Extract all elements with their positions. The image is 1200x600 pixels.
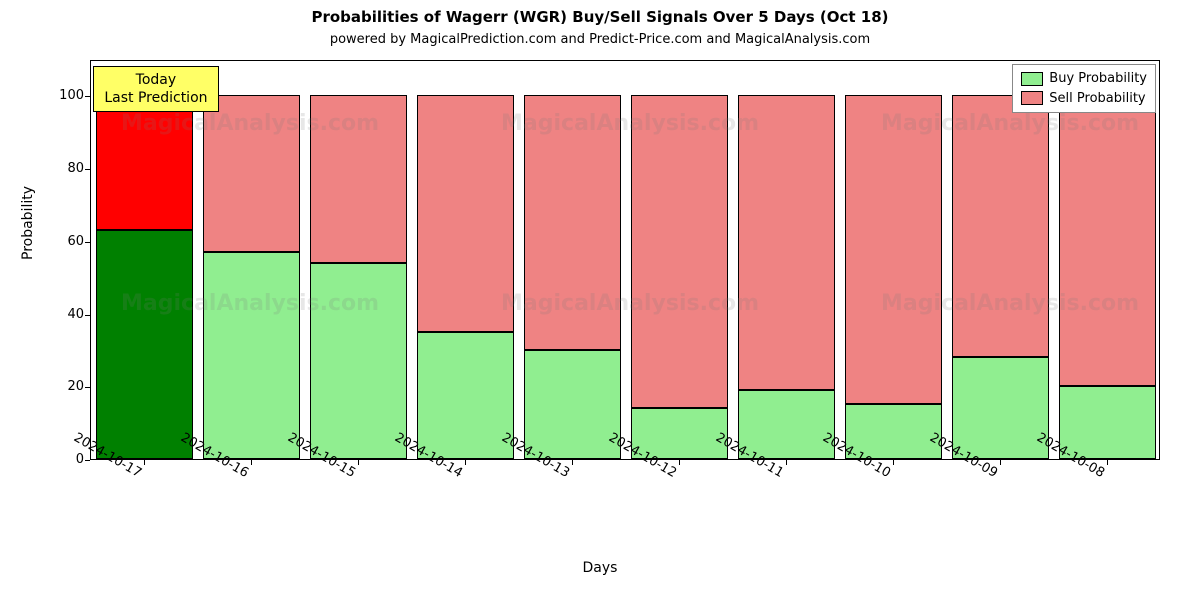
y-tick-mark <box>85 242 90 243</box>
y-tick-label: 100 <box>4 88 84 103</box>
bar-sell <box>203 95 299 251</box>
plot-area: MagicalAnalysis.com MagicalAnalysis.com … <box>90 60 1160 460</box>
x-tick-mark <box>358 460 359 465</box>
bar-sell <box>952 95 1048 357</box>
x-tick-mark <box>679 460 680 465</box>
y-tick-mark <box>85 387 90 388</box>
x-tick-mark <box>465 460 466 465</box>
legend: Buy Probability Sell Probability <box>1012 64 1156 113</box>
bar-sell <box>417 95 513 331</box>
y-axis-label: Probability <box>20 186 36 260</box>
x-tick-mark <box>786 460 787 465</box>
y-tick-label: 40 <box>4 307 84 322</box>
y-tick-label: 0 <box>4 452 84 467</box>
chart-container: Probabilities of Wagerr (WGR) Buy/Sell S… <box>0 0 1200 600</box>
legend-swatch-buy <box>1021 72 1043 86</box>
bars-container <box>91 61 1159 459</box>
x-axis-label: Days <box>0 560 1200 576</box>
y-tick-label: 60 <box>4 234 84 249</box>
legend-label-sell: Sell Probability <box>1049 89 1145 109</box>
bar-sell <box>845 95 941 404</box>
today-callout: Today Last Prediction <box>93 66 218 112</box>
callout-line1: Today <box>104 71 207 89</box>
x-tick-mark <box>144 460 145 465</box>
x-tick-mark <box>1107 460 1108 465</box>
y-tick-label: 20 <box>4 379 84 394</box>
y-tick-label: 80 <box>4 161 84 176</box>
x-tick-mark <box>1000 460 1001 465</box>
x-tick-mark <box>251 460 252 465</box>
bar-sell <box>96 95 192 230</box>
bar-sell <box>631 95 727 408</box>
bar-sell <box>738 95 834 390</box>
y-tick-mark <box>85 315 90 316</box>
chart-subtitle: powered by MagicalPrediction.com and Pre… <box>0 32 1200 47</box>
legend-swatch-sell <box>1021 91 1043 105</box>
x-tick-mark <box>572 460 573 465</box>
callout-line2: Last Prediction <box>104 89 207 107</box>
y-tick-mark <box>85 169 90 170</box>
y-tick-mark <box>85 96 90 97</box>
chart-title: Probabilities of Wagerr (WGR) Buy/Sell S… <box>0 8 1200 26</box>
legend-label-buy: Buy Probability <box>1049 69 1147 89</box>
bar-sell <box>310 95 406 262</box>
x-tick-mark <box>893 460 894 465</box>
legend-item-buy: Buy Probability <box>1021 69 1147 89</box>
bar-sell <box>524 95 620 350</box>
bar-sell <box>1059 95 1155 386</box>
legend-item-sell: Sell Probability <box>1021 89 1147 109</box>
y-tick-mark <box>85 460 90 461</box>
bar-buy <box>96 230 192 459</box>
